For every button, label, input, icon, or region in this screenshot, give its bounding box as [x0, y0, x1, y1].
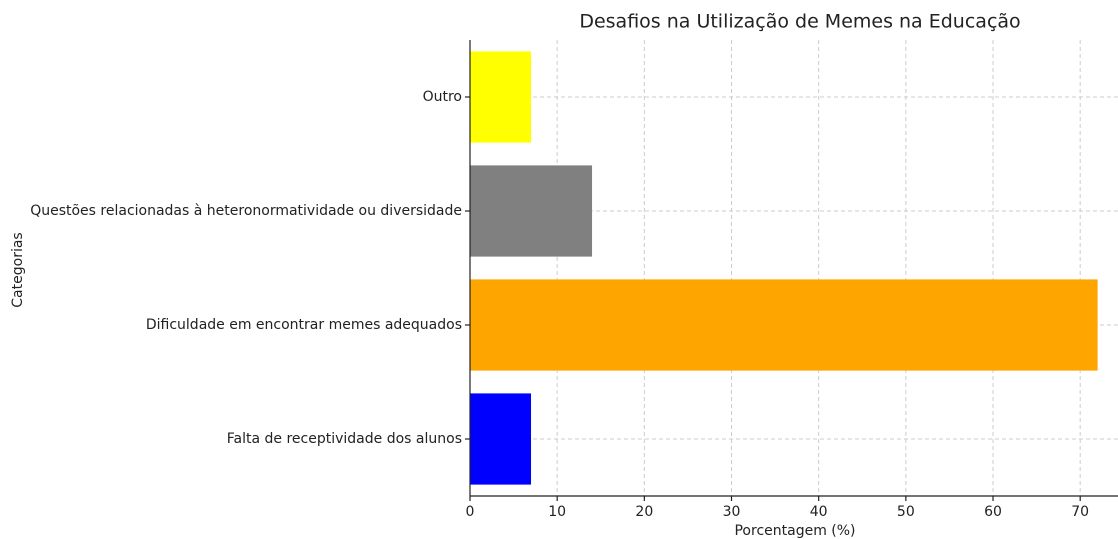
- y-tick-label: Falta de receptividade dos alunos: [227, 431, 462, 447]
- x-tick-label: 30: [723, 504, 741, 520]
- bar: [470, 279, 1098, 371]
- chart-title: Desafios na Utilização de Memes na Educa…: [579, 11, 1020, 33]
- y-tick-label: Outro: [423, 89, 462, 105]
- bar: [470, 165, 593, 257]
- x-tick-label: 40: [810, 504, 828, 520]
- x-tick-label: 0: [466, 504, 475, 520]
- x-tick-label: 70: [1071, 504, 1089, 520]
- x-tick-label: 20: [635, 504, 653, 520]
- y-tick-label: Questões relacionadas à heteronormativid…: [30, 203, 462, 219]
- bar: [470, 393, 532, 485]
- x-tick-label: 60: [984, 504, 1002, 520]
- x-tick-label: 10: [548, 504, 566, 520]
- bar: [470, 51, 532, 143]
- y-axis-label: Categorias: [10, 232, 26, 307]
- x-tick-label: 50: [897, 504, 915, 520]
- y-tick-label: Dificuldade em encontrar memes adequados: [146, 317, 462, 333]
- x-axis-label: Porcentagem (%): [734, 523, 855, 539]
